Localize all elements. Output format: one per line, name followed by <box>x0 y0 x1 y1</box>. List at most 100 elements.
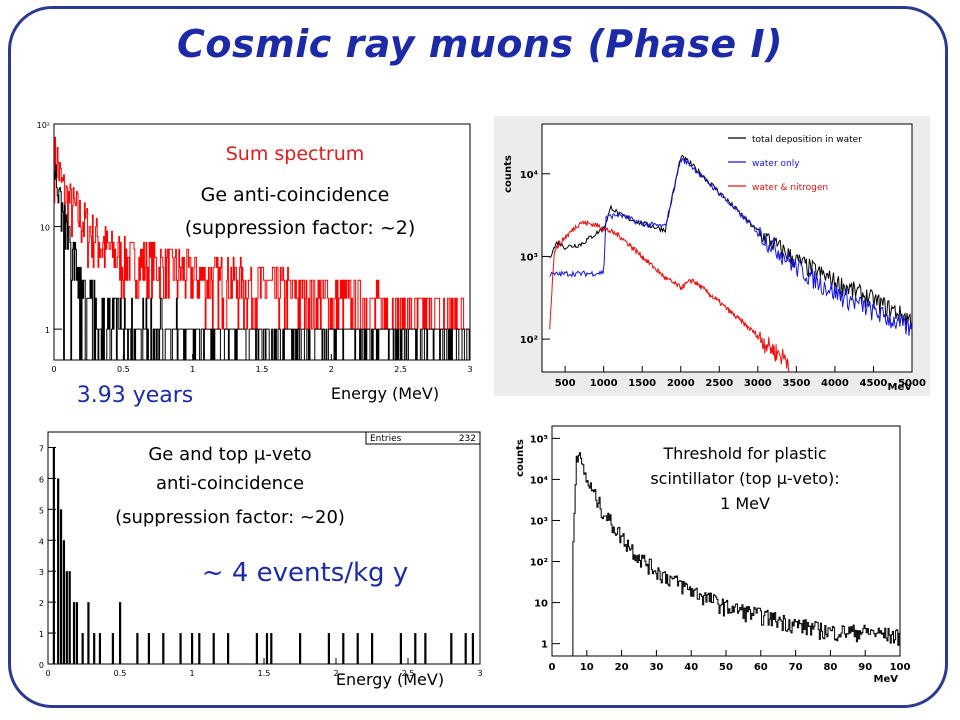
x-tick-label: 4000 <box>821 378 849 389</box>
y-tick-label: 10 <box>40 224 50 233</box>
y-tick-label: 10³ <box>530 516 548 527</box>
threshold-line2: scintillator (top μ-veto): <box>650 469 840 488</box>
veto-chart: Entries 232 0 0.5 1 1.5 2 2.5 3 0 1 2 3 4 5 6 7 <box>39 431 483 676</box>
veto-anticoincidence-label: anti-coincidence <box>155 473 305 494</box>
veto-bar <box>471 633 474 664</box>
y-tick-label: 10³ <box>520 252 538 263</box>
plastic-y-title: counts <box>515 439 526 477</box>
suppression-factor-2-label: (suppression factor: ~2) <box>184 217 416 239</box>
x-tick-label: 1 <box>190 365 195 374</box>
sim-series-0 <box>549 154 913 330</box>
x-tick-label: 0.5 <box>117 365 130 374</box>
veto-bar <box>399 633 402 664</box>
veto-bar <box>72 602 76 664</box>
sum-spectrum-chart: 0 0.5 1 1.5 2 2.5 3 1 10 10² <box>37 121 473 374</box>
x-tick-label: 3 <box>477 669 482 676</box>
veto-bar <box>65 571 68 664</box>
x-tick-label: 2.5 <box>402 669 415 676</box>
veto-bar <box>270 633 273 664</box>
y-tick-label: 0 <box>39 661 44 670</box>
threshold-line1: Threshold for plastic <box>663 444 827 463</box>
veto-bar <box>265 633 269 664</box>
veto-bar <box>227 633 230 664</box>
x-tick-label: 20 <box>615 662 629 673</box>
sum-spectrum-label: Sum spectrum <box>225 143 365 165</box>
event-rate-label: ~ 4 events/kg y <box>201 558 409 588</box>
y-tick-label: 1 <box>45 326 50 335</box>
ge-top-veto-label: Ge and top μ-veto <box>148 444 312 465</box>
veto-bar <box>147 633 150 664</box>
veto-bar <box>59 509 63 664</box>
legend-entry: total deposition in water <box>752 135 862 145</box>
entries-label: Entries <box>370 434 402 444</box>
x-tick-label: 90 <box>858 662 872 673</box>
slide-title: Cosmic ray muons (Phase I) <box>177 22 783 66</box>
veto-bar <box>198 633 201 664</box>
y-tick-label: 1 <box>541 640 548 651</box>
x-tick-label: 40 <box>684 662 698 673</box>
y-tick-label: 6 <box>39 475 44 484</box>
simulation-chart: 500 1000 1500 2000 2500 3000 3500 4000 4500 5000 … <box>494 116 930 396</box>
veto-bar <box>162 633 165 664</box>
veto-bar <box>68 571 71 664</box>
x-tick-label: 1500 <box>628 378 656 389</box>
veto-bar <box>342 633 345 664</box>
x-tick-label: 0 <box>45 669 50 676</box>
y-tick-label: 10⁴ <box>530 475 548 486</box>
veto-x-axis-label: Energy (MeV) <box>335 670 445 689</box>
y-tick-label: 10² <box>520 335 538 346</box>
x-tick-label: 10 <box>580 662 594 673</box>
veto-bar <box>87 602 90 664</box>
y-tick-label: 7 <box>39 444 44 453</box>
threshold-line3: 1 MeV <box>720 494 770 513</box>
y-tick-label: 10 <box>534 599 548 610</box>
veto-bar <box>299 633 302 664</box>
veto-bar <box>62 540 66 664</box>
veto-bar <box>57 478 60 664</box>
veto-bar <box>93 633 96 664</box>
plastic-series <box>572 452 900 657</box>
veto-bar <box>98 633 102 664</box>
x-tick-label: 0 <box>549 662 556 673</box>
sim-series-1 <box>549 157 913 336</box>
ge-anticoincidence-label: Ge anti-coincidence <box>200 184 390 206</box>
veto-bar <box>414 633 417 664</box>
y-tick-label: 10² <box>530 558 548 569</box>
y-tick-label: 4 <box>39 537 44 546</box>
entries-value: 232 <box>459 434 476 444</box>
veto-bar <box>111 633 114 664</box>
x-tick-label: 1.5 <box>258 669 271 676</box>
veto-bar <box>52 447 55 664</box>
x-tick-label: 2500 <box>705 378 733 389</box>
sim-series-2 <box>549 219 790 372</box>
x-tick-label: 0.5 <box>114 669 127 676</box>
plastic-x-unit: MeV <box>874 674 899 685</box>
y-tick-label: 1 <box>39 630 44 639</box>
y-tick-label: 2 <box>39 599 44 608</box>
y-tick-label: 3 <box>39 568 44 577</box>
x-tick-label: 1 <box>189 669 194 676</box>
x-tick-label: 70 <box>789 662 803 673</box>
y-tick-label: 10⁵ <box>530 434 548 445</box>
veto-bar <box>119 602 122 664</box>
y-tick-label: 10² <box>37 121 50 130</box>
x-tick-label: 2.5 <box>394 365 407 374</box>
y-tick-label: 5 <box>39 506 44 515</box>
veto-bar <box>371 633 374 664</box>
veto-bar <box>136 633 139 664</box>
x-tick-label: 2 <box>329 365 334 374</box>
x-tick-label: 50 <box>719 662 733 673</box>
veto-bar <box>356 633 359 664</box>
x-tick-label: 5000 <box>898 378 926 389</box>
sim-x-unit: MeV <box>888 382 913 393</box>
veto-bar <box>424 633 427 664</box>
veto-bar <box>212 633 215 664</box>
x-tick-label: 3500 <box>782 378 810 389</box>
veto-bar <box>75 602 78 664</box>
veto-bar <box>191 633 194 664</box>
veto-bar <box>450 633 453 664</box>
legend-entry: water only <box>752 159 800 169</box>
suppression-factor-20-label: (suppression factor: ~20) <box>115 507 345 528</box>
veto-bar <box>327 633 330 664</box>
x-tick-label: 100 <box>890 662 910 673</box>
